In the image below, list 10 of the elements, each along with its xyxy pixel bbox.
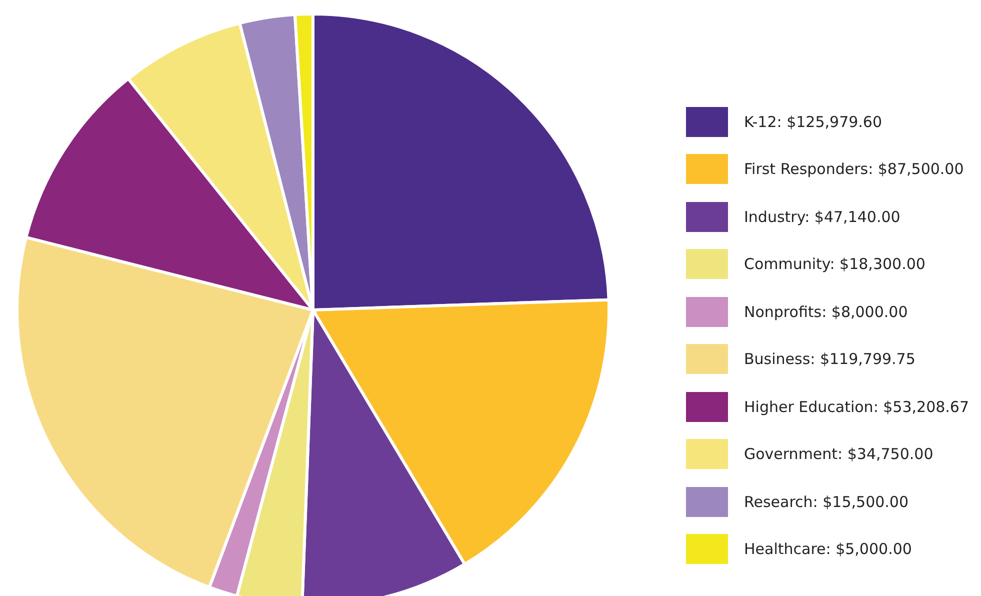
legend-label: Higher Education: $53,208.67 — [744, 398, 970, 416]
legend-label: K-12: $125,979.60 — [744, 112, 882, 131]
legend-label: Nonprofits: $8,000.00 — [744, 302, 908, 321]
legend-label: First Responders: $87,500.00 — [744, 160, 964, 178]
legend-label: Industry: $47,140.00 — [744, 208, 900, 226]
legend-label: Government: $34,750.00 — [744, 445, 934, 464]
legend-label: Business: $119,799.75 — [744, 350, 916, 368]
legend-label: Community: $18,300.00 — [744, 255, 926, 274]
legend-label: Research: $15,500.00 — [744, 492, 909, 511]
legend-label: Healthcare: $5,000.00 — [744, 540, 912, 558]
